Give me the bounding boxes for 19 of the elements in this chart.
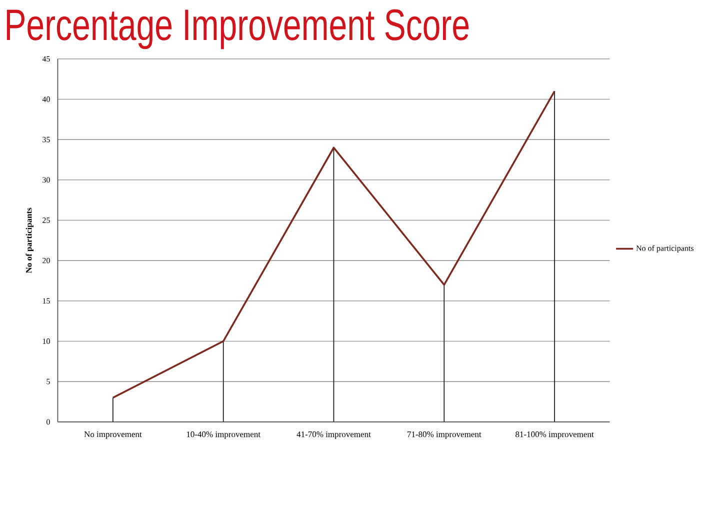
line-series (112, 90, 556, 399)
y-tick-label: 45 (42, 56, 50, 62)
chart-title: Percentage Improvement Score (6, 9, 469, 50)
y-tick-label: 20 (42, 258, 50, 264)
y-tick-label: 5 (46, 378, 50, 384)
legend-label: No of participants (636, 245, 694, 253)
x-tick-label: 10-40% improvement (186, 431, 260, 439)
x-tick-label: 71-80% improvement (408, 431, 482, 439)
y-tick-label: 10 (42, 338, 50, 344)
y-tick-label: 30 (42, 177, 50, 183)
y-axis-title: No of participants (26, 208, 34, 274)
y-tick-label: 40 (42, 96, 50, 102)
y-tick-label: 25 (42, 218, 50, 223)
y-tick-label: 15 (42, 298, 50, 304)
x-tick-label: No improvement (84, 431, 142, 439)
y-tick-label: 35 (42, 136, 50, 142)
x-tick-label: 41-70% improvement (296, 431, 371, 439)
y-tick-label: 0 (46, 419, 50, 425)
x-tick-label: 81-100% improvement (516, 431, 594, 439)
